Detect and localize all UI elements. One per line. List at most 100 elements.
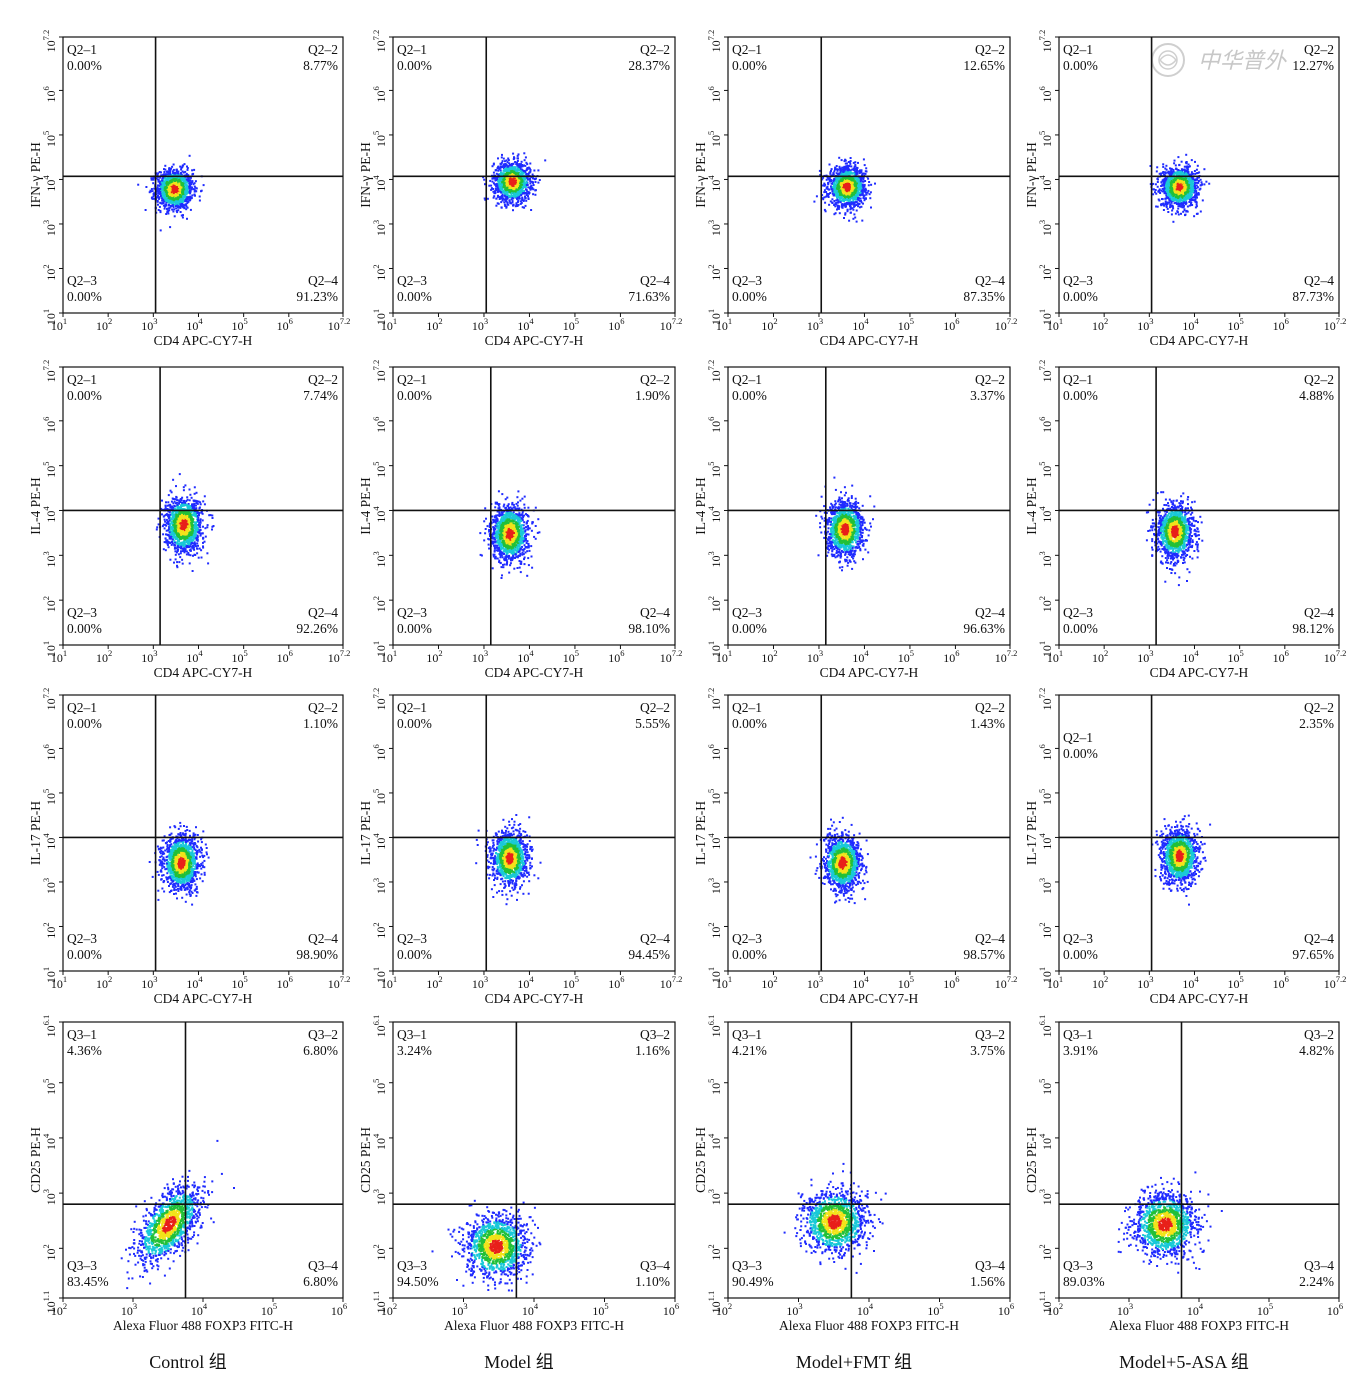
event-dot [501, 153, 503, 156]
event-dot [517, 203, 520, 206]
event-dot [844, 205, 847, 208]
event-dot [186, 217, 188, 220]
event-dot [853, 193, 856, 196]
event-dot [858, 202, 861, 205]
event-dot [514, 195, 517, 198]
event-dot [501, 199, 504, 202]
event-dot [179, 197, 182, 200]
event-dot [190, 188, 193, 191]
y-tick-label: 107.2 [371, 30, 388, 53]
event-dot [159, 195, 162, 197]
event-dot [511, 181, 514, 184]
event-dot [492, 163, 495, 166]
event-dot [496, 187, 499, 190]
quadrant-percent: 12.65% [963, 58, 1005, 73]
event-dot [854, 161, 857, 164]
event-dot [174, 193, 177, 195]
flow-plot-r0-c1: 101 102 103 104 105 106 107.210110210310410510… [358, 30, 682, 348]
event-dot [167, 212, 170, 215]
flow-plot-r0-c3: 101 102 103 104 105 106 107.210110210310410510… [1024, 30, 1346, 348]
event-dot [851, 186, 854, 189]
y-tick-label: 104 [371, 175, 388, 192]
event-dot [519, 181, 522, 184]
x-tick-label: 102 [761, 316, 777, 333]
event-dot [188, 183, 191, 186]
event-dot [1157, 190, 1160, 193]
event-dot [171, 185, 174, 188]
event-dot [516, 154, 519, 157]
event-dot [1180, 160, 1183, 163]
event-dot [525, 183, 528, 186]
event-dot [867, 189, 870, 192]
event-dot [501, 187, 504, 190]
event-dot [854, 163, 857, 166]
watermark: 中华普外 [1151, 43, 1287, 77]
event-dot [843, 203, 846, 206]
event-dot [521, 178, 524, 181]
event-dot [1205, 180, 1208, 183]
event-dot [845, 162, 848, 165]
quadrant-percent: 87.35% [963, 289, 1005, 304]
event-dot [167, 189, 170, 192]
event-dot [850, 195, 853, 197]
event-dot [513, 177, 515, 180]
event-dot [509, 202, 512, 204]
event-dot [166, 183, 169, 186]
event-dot [185, 204, 188, 207]
event-dot [181, 192, 184, 195]
quadrant-name: Q2–1 [732, 42, 762, 57]
event-dot [163, 200, 166, 202]
event-dot [855, 220, 858, 223]
x-tick-label: 107.2 [328, 316, 351, 333]
event-dot [163, 173, 166, 176]
event-dot [1185, 162, 1188, 165]
event-dot [171, 177, 174, 180]
event-dot [849, 206, 852, 208]
event-dot [528, 178, 531, 181]
event-dot [178, 186, 181, 189]
event-dot [483, 178, 486, 181]
event-dot [1156, 166, 1159, 169]
event-dot [167, 197, 170, 200]
event-dot [534, 189, 537, 192]
event-dot [520, 172, 523, 175]
event-dot [849, 160, 852, 163]
quadrant-name: Q2–3 [67, 273, 97, 288]
event-dot [503, 194, 506, 197]
event-dot [533, 169, 536, 172]
event-dot [177, 206, 179, 209]
event-dot [831, 186, 834, 189]
event-dot [840, 159, 843, 162]
event-dot [1162, 163, 1165, 166]
event-dot [523, 159, 526, 162]
event-dot [157, 189, 160, 192]
event-dot [182, 205, 185, 208]
event-dot [505, 197, 508, 200]
event-dot [1183, 201, 1186, 204]
event-dot [161, 197, 164, 200]
event-dot [503, 181, 506, 184]
event-dot [852, 195, 855, 198]
event-dot [157, 203, 159, 206]
event-dot [178, 191, 181, 194]
event-dot [864, 187, 867, 190]
event-dot [849, 208, 852, 211]
watermark-text: 中华普外 [1198, 49, 1287, 74]
event-dot [524, 156, 527, 159]
event-dot [159, 229, 162, 232]
event-dot [824, 201, 827, 204]
event-dot [1154, 183, 1157, 186]
event-dot [837, 207, 840, 210]
event-dot [862, 180, 865, 183]
event-dot [1186, 205, 1189, 208]
event-dot [1180, 212, 1182, 215]
event-dot [511, 168, 513, 171]
event-dot [164, 184, 166, 187]
event-dot [843, 217, 845, 219]
event-dot [500, 183, 503, 186]
event-dot [512, 195, 515, 198]
event-dot [848, 165, 851, 167]
event-dot [852, 208, 855, 211]
event-dot [191, 181, 194, 184]
